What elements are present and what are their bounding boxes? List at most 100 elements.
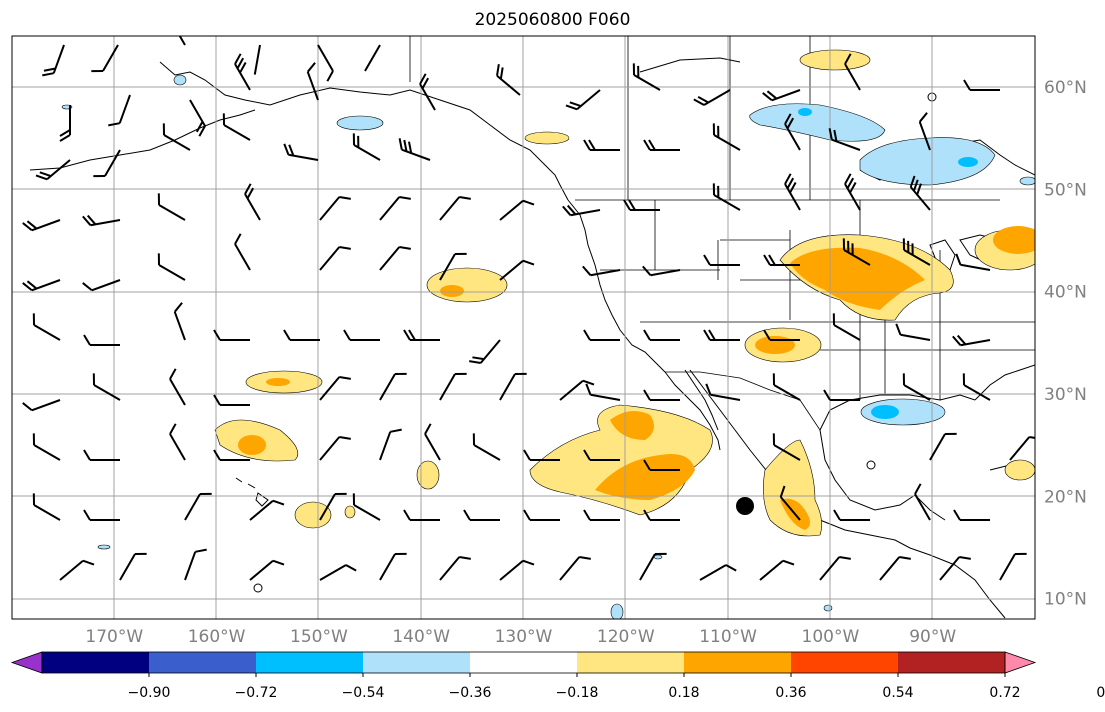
wind-barb	[844, 53, 861, 91]
wind-barb	[929, 432, 957, 461]
wind-barb	[343, 329, 380, 341]
wind-barb	[999, 552, 1027, 581]
wind-barb	[92, 373, 121, 401]
wind-barb	[169, 36, 186, 46]
wind-barb	[162, 123, 191, 151]
colorbar-extend-high	[1004, 651, 1037, 674]
wind-barb	[91, 44, 119, 73]
colorbar-tick-label: 0.18	[668, 685, 699, 701]
wind-barb	[772, 433, 801, 461]
colorbar-segment	[577, 652, 685, 673]
lat-tick-label: 40°N	[1044, 283, 1087, 303]
wind-barb	[703, 254, 740, 266]
wind-barb	[712, 183, 741, 211]
wind-barb	[379, 552, 407, 581]
wind-barb	[379, 372, 407, 401]
lon-tick-label: 110°W	[699, 627, 757, 647]
wind-barb	[499, 199, 535, 221]
wind-barb	[643, 509, 680, 521]
wind-barb	[693, 89, 731, 106]
wind-barb	[213, 449, 250, 461]
wind-barb	[759, 559, 795, 581]
wind-barb	[379, 428, 402, 461]
wind-barb	[32, 493, 61, 521]
wind-barb	[963, 79, 1000, 91]
colorbar-tick-label: −0.54	[342, 685, 385, 701]
wind-barb	[703, 329, 740, 341]
wind-barb	[424, 423, 441, 461]
wind-barb	[439, 196, 471, 221]
map-plot-area	[12, 36, 1035, 619]
colorbar-segment	[898, 652, 1006, 673]
colorbar-segment	[791, 652, 899, 673]
wind-barb	[463, 509, 500, 521]
wind-barb	[173, 302, 186, 341]
storm-center-marker	[736, 497, 754, 515]
colorbar: −0.90 −0.72 −0.54 −0.36 −0.18 0.18 0.36 0.54 0.7…	[10, 651, 1105, 701]
wind-barb	[895, 323, 931, 341]
colorbar-tick-label: 0.90	[1096, 685, 1105, 701]
filled-contours	[61, 49, 1035, 619]
map-title: 2025060800 F060	[474, 10, 631, 30]
wind-barb	[496, 64, 521, 96]
wind-barb	[234, 233, 251, 271]
wind-barb	[585, 383, 621, 401]
wind-barb	[439, 372, 467, 401]
wind-barb	[582, 265, 621, 277]
wind-barb	[419, 73, 436, 111]
wind-barb	[499, 259, 535, 281]
lat-tick-label: 20°N	[1044, 487, 1087, 507]
wind-barb	[772, 373, 801, 401]
wind-barb	[32, 313, 61, 341]
lat-tick-label: 30°N	[1044, 385, 1087, 405]
wind-barb	[352, 133, 381, 161]
wind-barb	[93, 149, 121, 178]
wind-barb	[499, 372, 527, 401]
colorbar-tick-label: 0.36	[775, 685, 806, 701]
gridlines	[12, 36, 1035, 619]
wind-barb	[319, 196, 351, 221]
wind-barb	[439, 252, 467, 281]
wind-barb	[82, 214, 121, 227]
wind-barb	[283, 143, 319, 161]
wind-barb	[169, 368, 186, 406]
wind-barb	[643, 459, 680, 471]
wind-barb	[472, 433, 501, 461]
wind-barb	[784, 173, 801, 211]
wind-barb	[35, 159, 71, 181]
wind-barb	[82, 279, 121, 292]
wind-barb	[523, 449, 560, 461]
wind-barb	[762, 89, 801, 102]
colorbar-extend-low	[10, 651, 43, 674]
wind-barb	[784, 113, 801, 151]
wind-barb	[364, 44, 381, 72]
wind-barb	[249, 559, 285, 581]
wind-barb	[83, 509, 120, 521]
wind-barb	[499, 559, 535, 581]
wind-barb	[319, 246, 351, 271]
wind-barb	[379, 196, 411, 221]
wind-barb	[632, 63, 661, 91]
colorbar-tick-label: −0.18	[556, 685, 599, 701]
wind-barb	[59, 105, 71, 142]
wind-barb	[213, 329, 250, 341]
wind-barb	[583, 329, 620, 341]
wind-barb	[189, 99, 206, 137]
wind-barb	[379, 246, 411, 271]
lon-tick-label: 120°W	[597, 627, 655, 647]
wind-barb	[22, 279, 61, 292]
wind-barb	[828, 128, 861, 151]
wind-barb	[398, 138, 431, 161]
colorbar-segment	[684, 652, 792, 673]
wind-barb	[823, 389, 860, 401]
political-borders	[409, 36, 1035, 431]
wind-barb	[157, 193, 186, 221]
wind-barb	[559, 379, 595, 401]
latitude-labels: 10°N 20°N 30°N 40°N 50°N 60°N	[1044, 78, 1087, 609]
wind-barb	[879, 556, 911, 581]
wind-barb	[833, 509, 870, 521]
wind-barb	[523, 509, 560, 521]
wind-barb	[962, 373, 991, 401]
wind-barb	[583, 449, 620, 461]
